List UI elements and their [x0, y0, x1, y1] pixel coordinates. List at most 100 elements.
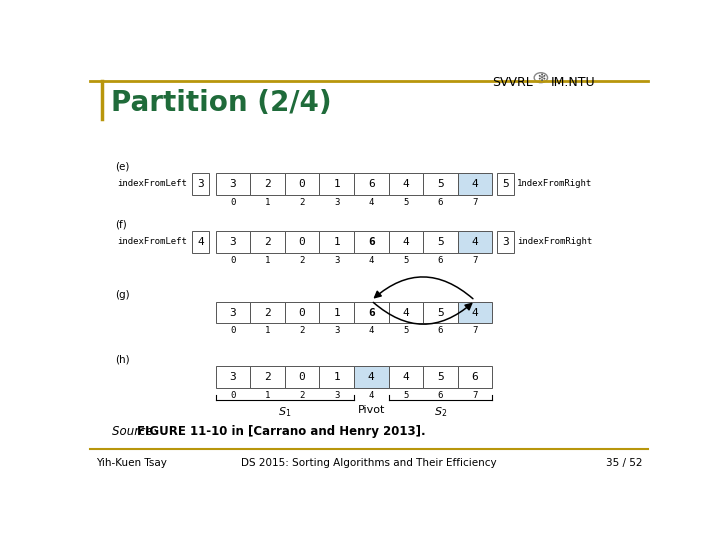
Text: 5: 5 — [437, 372, 444, 382]
Text: indexFromLeft: indexFromLeft — [117, 179, 186, 188]
Bar — [320, 173, 354, 194]
Text: 3: 3 — [334, 326, 339, 335]
Bar — [320, 302, 354, 323]
Text: 4: 4 — [472, 308, 478, 318]
Bar — [354, 173, 389, 194]
Bar — [354, 302, 389, 323]
Text: 2: 2 — [300, 198, 305, 206]
Text: 2: 2 — [300, 256, 305, 265]
Text: 6: 6 — [368, 308, 374, 318]
Text: 7: 7 — [472, 198, 477, 206]
Bar — [250, 173, 284, 194]
Text: 3: 3 — [230, 179, 236, 188]
Text: 4: 4 — [369, 198, 374, 206]
Bar — [458, 231, 492, 253]
Text: 4: 4 — [368, 372, 374, 382]
Text: (g): (g) — [115, 290, 130, 300]
Text: 3: 3 — [334, 198, 339, 206]
Text: ❇: ❇ — [537, 73, 545, 83]
Text: 3: 3 — [230, 372, 236, 382]
Text: 2: 2 — [264, 237, 271, 247]
Text: FIGURE 11-10 in [Carrano and Henry 2013].: FIGURE 11-10 in [Carrano and Henry 2013]… — [138, 425, 426, 438]
Text: 1: 1 — [265, 198, 270, 206]
FancyArrowPatch shape — [374, 277, 473, 299]
Text: 3: 3 — [197, 179, 204, 188]
Text: 3: 3 — [334, 256, 339, 265]
Text: 6: 6 — [472, 372, 478, 382]
Text: 0: 0 — [299, 308, 305, 318]
Text: 0: 0 — [230, 391, 235, 400]
Text: 4: 4 — [197, 237, 204, 247]
Text: IM.NTU: IM.NTU — [550, 76, 595, 89]
Text: 0: 0 — [230, 256, 235, 265]
Bar — [215, 366, 250, 388]
Text: $S_2$: $S_2$ — [434, 405, 447, 418]
Text: 1: 1 — [265, 326, 270, 335]
Bar — [250, 366, 284, 388]
Bar — [284, 366, 320, 388]
Text: 1: 1 — [333, 179, 340, 188]
Bar — [497, 231, 513, 253]
Text: 6: 6 — [438, 256, 443, 265]
Text: 0: 0 — [299, 372, 305, 382]
Text: 1: 1 — [265, 256, 270, 265]
Bar — [497, 173, 513, 194]
Text: 6: 6 — [438, 198, 443, 206]
Text: Pivot: Pivot — [358, 405, 385, 415]
Text: 3: 3 — [334, 391, 339, 400]
Text: 0: 0 — [299, 237, 305, 247]
Text: 1: 1 — [333, 237, 340, 247]
Text: 2: 2 — [300, 326, 305, 335]
Text: 4: 4 — [402, 237, 409, 247]
Text: (f): (f) — [115, 219, 127, 230]
Text: 3: 3 — [230, 308, 236, 318]
Bar — [389, 302, 423, 323]
Bar — [215, 302, 250, 323]
Text: 2: 2 — [300, 391, 305, 400]
Text: (e): (e) — [115, 161, 130, 171]
Text: 0: 0 — [299, 179, 305, 188]
Bar — [354, 366, 389, 388]
Text: 3: 3 — [502, 237, 508, 247]
Text: Partition (2/4): Partition (2/4) — [111, 89, 332, 117]
Bar — [458, 366, 492, 388]
Bar — [320, 366, 354, 388]
Bar — [423, 173, 458, 194]
Bar — [284, 302, 320, 323]
Text: 4: 4 — [402, 179, 409, 188]
Text: SVVRL: SVVRL — [492, 76, 533, 89]
Text: 3: 3 — [230, 237, 236, 247]
Text: (h): (h) — [115, 355, 130, 365]
Text: 6: 6 — [438, 326, 443, 335]
Text: indexFromLeft: indexFromLeft — [117, 238, 186, 246]
Text: 1: 1 — [333, 372, 340, 382]
Text: 1ndexFromRight: 1ndexFromRight — [517, 179, 592, 188]
Text: 2: 2 — [264, 372, 271, 382]
Bar — [284, 231, 320, 253]
Bar — [284, 173, 320, 194]
Bar — [458, 302, 492, 323]
Text: 5: 5 — [502, 179, 508, 188]
Text: 4: 4 — [472, 237, 478, 247]
Text: 7: 7 — [472, 256, 477, 265]
Text: 0: 0 — [230, 326, 235, 335]
Text: 1: 1 — [333, 308, 340, 318]
Text: 7: 7 — [472, 326, 477, 335]
Text: 5: 5 — [437, 237, 444, 247]
Text: 6: 6 — [368, 237, 374, 247]
Text: 5: 5 — [403, 391, 408, 400]
Text: 4: 4 — [369, 391, 374, 400]
Text: 4: 4 — [369, 326, 374, 335]
Text: 6: 6 — [438, 391, 443, 400]
Bar — [423, 231, 458, 253]
Text: 7: 7 — [472, 391, 477, 400]
Text: 5: 5 — [437, 179, 444, 188]
Text: 4: 4 — [369, 256, 374, 265]
Bar — [389, 231, 423, 253]
Bar — [215, 173, 250, 194]
Bar — [320, 231, 354, 253]
Bar — [192, 231, 209, 253]
Text: 6: 6 — [368, 179, 374, 188]
Text: 5: 5 — [403, 198, 408, 206]
Text: 4: 4 — [402, 372, 409, 382]
